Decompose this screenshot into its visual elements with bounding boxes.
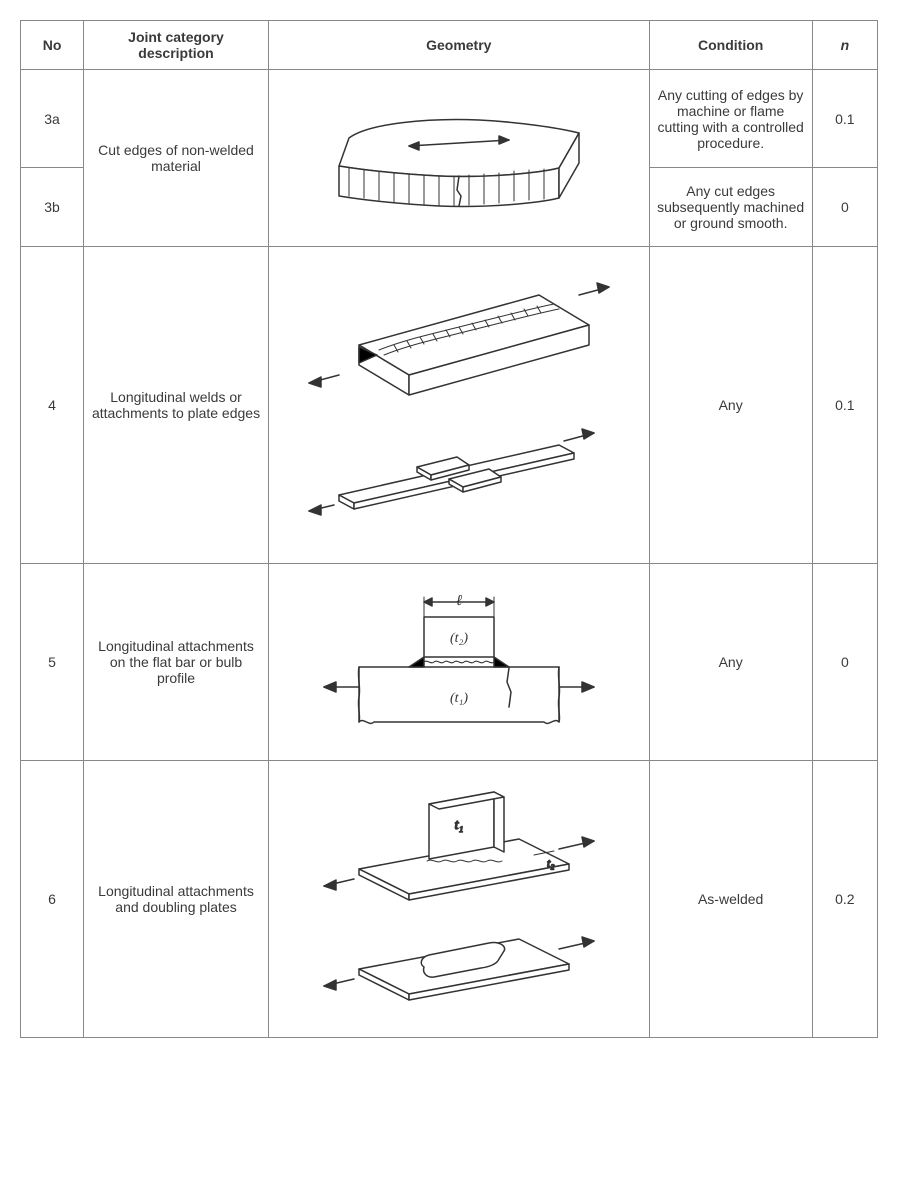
table-row: 6 Longitudinal attachments and doubling … [21,761,878,1038]
col-no: No [21,21,84,70]
cell-cond: As-welded [649,761,812,1038]
label-t2: (t₂) [450,631,468,646]
flat-bar-attachment-diagram-icon: ℓ (t₂) (t₁) [309,572,609,752]
cell-n: 0 [812,564,877,761]
cut-edge-diagram-icon [309,78,609,238]
label-t1: (t₁) [450,691,468,706]
col-cond: Condition [649,21,812,70]
cell-cond: Any cutting of edges by machine or flame… [649,70,812,168]
cell-no: 5 [21,564,84,761]
cell-geometry: ℓ (t₂) (t₁) [268,564,649,761]
col-geo: Geometry [268,21,649,70]
cell-geometry [268,70,649,247]
col-n: n [812,21,877,70]
cell-n: 0.1 [812,70,877,168]
cell-desc: Longitudinal attachments and doubling pl… [84,761,269,1038]
cell-no: 3b [21,168,84,247]
cell-desc: Longitudinal welds or attachments to pla… [84,247,269,564]
table-row: 3a Cut edges of non-welded material [21,70,878,168]
cell-geometry [268,247,649,564]
cell-no: 4 [21,247,84,564]
cell-cond: Any cut edges subsequently machined or g… [649,168,812,247]
col-desc: Joint category description [84,21,269,70]
label-t2: t₂ [547,856,555,870]
table-row: 4 Longitudinal welds or attachments to p… [21,247,878,564]
table-header-row: No Joint category description Geometry C… [21,21,878,70]
cell-n: 0.1 [812,247,877,564]
label-ell: ℓ [456,593,462,609]
cell-no: 3a [21,70,84,168]
cell-no: 6 [21,761,84,1038]
cell-desc: Longitudinal attachments on the flat bar… [84,564,269,761]
cell-desc: Cut edges of non-welded material [84,70,269,247]
cell-cond: Any [649,564,812,761]
table-row: 5 Longitudinal attachments on the flat b… [21,564,878,761]
joint-category-table: No Joint category description Geometry C… [20,20,878,1038]
cell-geometry: t₁ t₂ [268,761,649,1038]
cell-n: 0 [812,168,877,247]
cell-n: 0.2 [812,761,877,1038]
longitudinal-weld-diagram-icon [299,255,619,555]
doubling-plate-diagram-icon: t₁ t₂ [299,769,619,1029]
label-t1: t₁ [454,818,463,833]
cell-cond: Any [649,247,812,564]
